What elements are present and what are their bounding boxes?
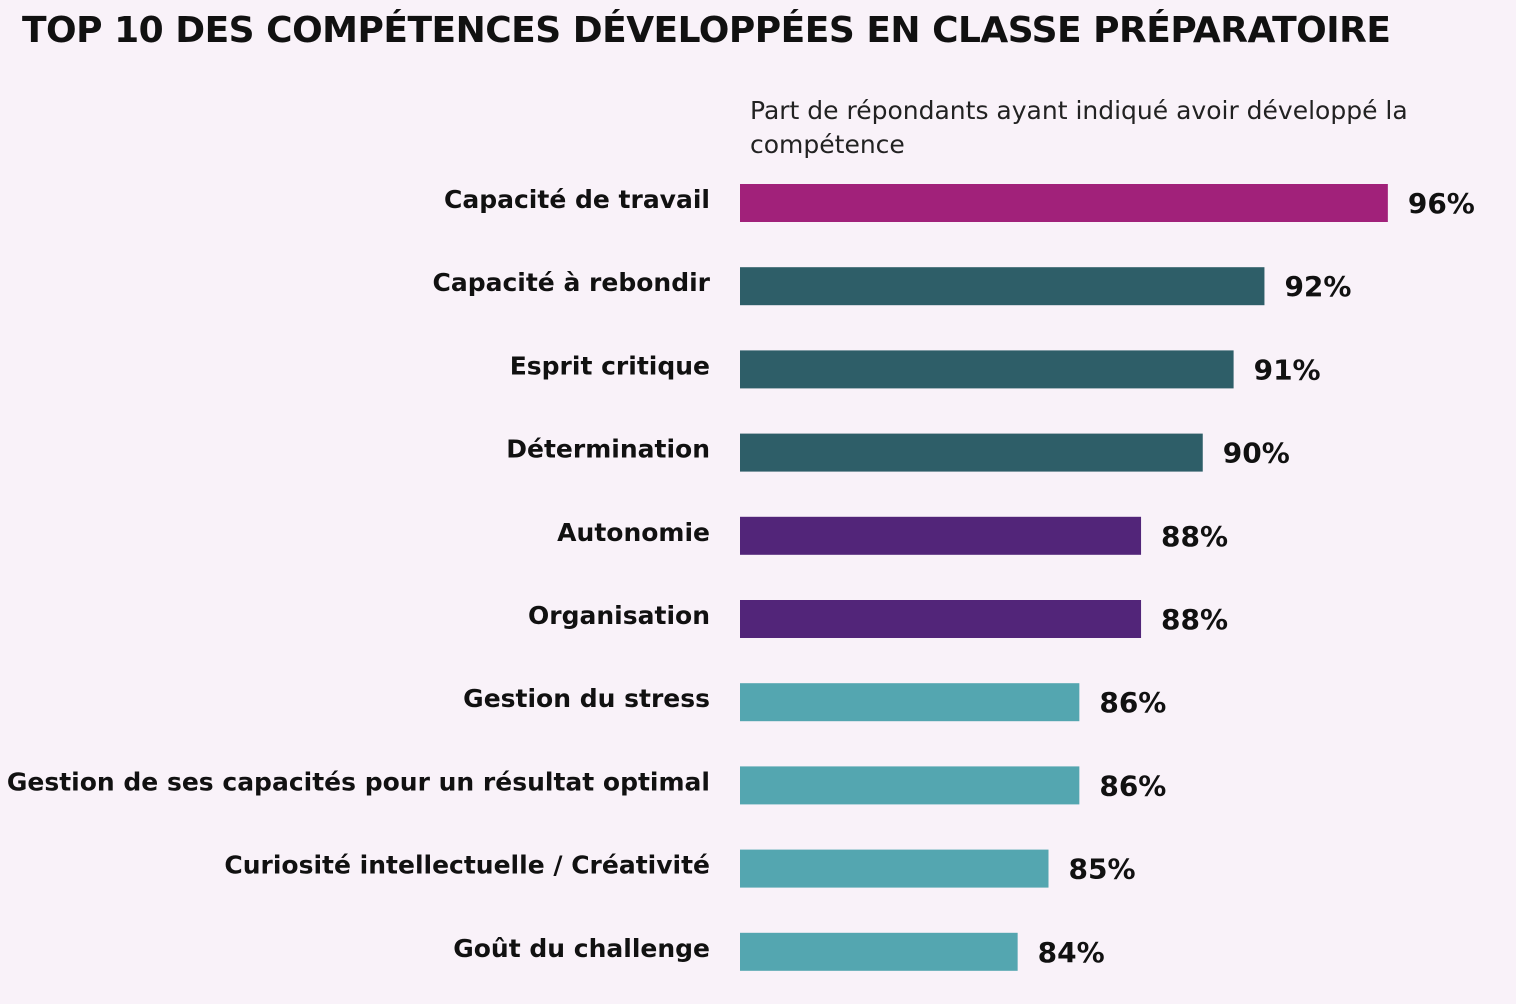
value-label-1: 96% (1408, 187, 1475, 220)
value-label-5: 88% (1161, 520, 1228, 553)
value-label-4: 90% (1223, 437, 1290, 470)
category-label-5: Autonomie (557, 518, 710, 547)
bar-8 (740, 766, 1080, 805)
value-label-6: 88% (1161, 603, 1228, 636)
category-label-8: Gestion de ses capacités pour un résulta… (7, 767, 710, 796)
bar-10 (740, 932, 1018, 971)
bar-6 (740, 600, 1142, 638)
category-label-3: Esprit critique (510, 351, 710, 380)
bar-5 (740, 516, 1142, 555)
category-label-2: Capacité à rebondir (432, 268, 710, 297)
category-label-4: Détermination (506, 435, 710, 464)
bar-9 (740, 849, 1049, 888)
value-label-8: 86% (1099, 769, 1166, 802)
category-label-1: Capacité de travail (444, 185, 710, 214)
bar-7 (740, 683, 1080, 722)
category-label-10: Goût du challenge (453, 934, 710, 963)
value-label-10: 84% (1038, 936, 1105, 969)
value-label-2: 92% (1284, 270, 1351, 303)
category-label-9: Curiosité intellectuelle / Créativité (224, 851, 710, 880)
category-label-7: Gestion du stress (463, 684, 710, 713)
bar-4 (740, 433, 1203, 472)
value-label-7: 86% (1099, 686, 1166, 719)
bar-3 (740, 350, 1234, 389)
chart-title: TOP 10 DES COMPÉTENCES DÉVELOPPÉES EN CL… (22, 10, 1391, 51)
bar-1 (740, 184, 1388, 222)
value-label-3: 91% (1254, 353, 1321, 386)
category-label-6: Organisation (528, 601, 710, 630)
chart-subtitle: Part de répondants ayant indiqué avoir d… (750, 96, 1408, 159)
value-label-9: 85% (1069, 853, 1136, 886)
bar-2 (740, 267, 1265, 306)
